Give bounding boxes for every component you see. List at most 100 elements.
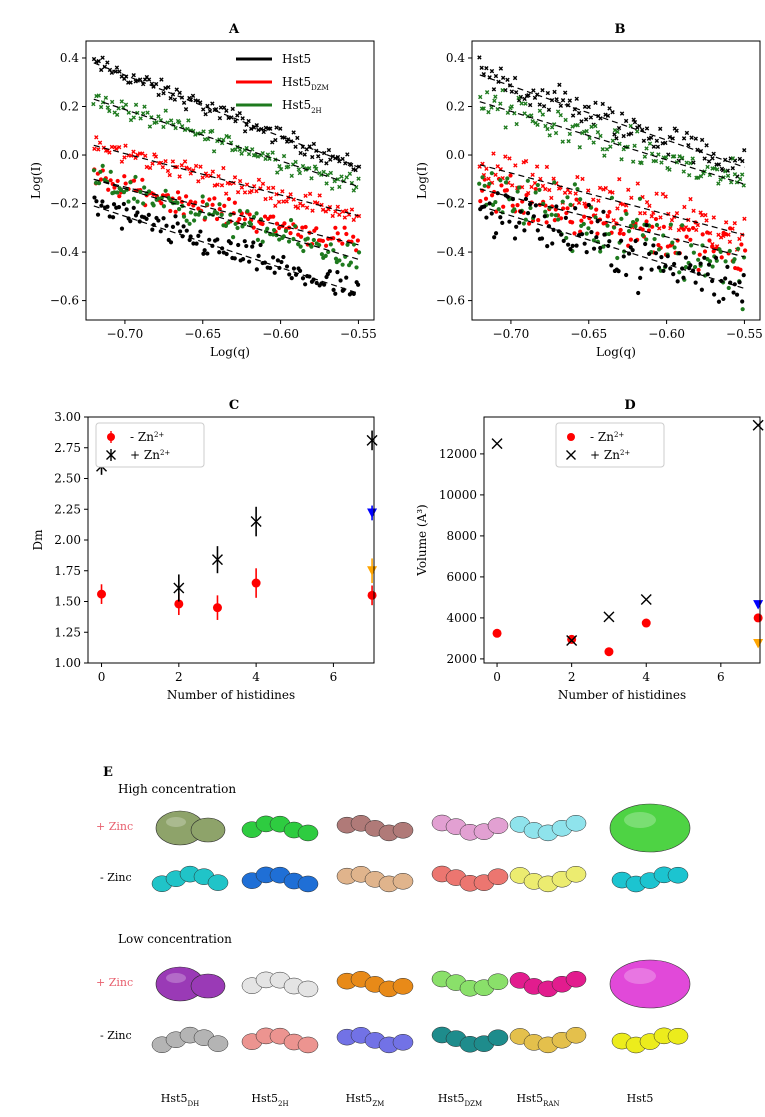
data-point (92, 195, 97, 200)
data-point (567, 98, 573, 103)
x-tick-label: −0.65 (570, 327, 607, 341)
data-point (549, 212, 554, 217)
data-point (639, 160, 644, 166)
data-point (215, 237, 220, 242)
blob-bead (392, 1034, 414, 1051)
data-point (524, 192, 529, 198)
data-point (351, 217, 356, 223)
data-point (522, 111, 527, 116)
data-point (597, 185, 603, 191)
data-point (230, 106, 235, 112)
blob-bead (487, 973, 509, 990)
data-point (718, 249, 723, 254)
data-point (699, 212, 705, 218)
protein-shape (509, 865, 587, 893)
data-point (297, 268, 303, 273)
data-point (584, 128, 589, 134)
data-point (367, 508, 378, 518)
data-point (587, 135, 592, 141)
protein-shape (151, 865, 229, 892)
data-point (297, 170, 303, 176)
data-point (716, 181, 721, 186)
data-point (582, 104, 588, 109)
data-point (302, 152, 307, 157)
data-point (276, 199, 282, 205)
data-point (532, 95, 538, 100)
data-point (232, 200, 237, 205)
data-point (516, 95, 521, 101)
panel-e-label: E (103, 765, 113, 780)
data-point (305, 236, 310, 241)
data-point (681, 136, 687, 141)
data-point (210, 169, 216, 174)
data-point (270, 150, 275, 155)
data-point (630, 159, 636, 164)
data-point (311, 237, 316, 243)
data-point (642, 210, 647, 216)
data-point (753, 600, 764, 610)
data-point (707, 238, 712, 243)
data-point (344, 231, 349, 237)
data-point (523, 217, 528, 222)
data-point (254, 188, 259, 194)
data-point (330, 213, 335, 219)
y-tick-label: 2.00 (54, 533, 81, 547)
data-point (156, 196, 161, 201)
data-point (356, 282, 361, 287)
data-point (133, 102, 139, 107)
data-point (698, 261, 703, 266)
data-point (723, 276, 728, 281)
data-point (739, 172, 745, 177)
data-point (333, 256, 339, 261)
data-point (215, 211, 220, 216)
fit-line (479, 74, 745, 168)
data-point (649, 267, 654, 272)
data-point (680, 223, 685, 228)
data-point (141, 201, 146, 206)
data-point (684, 160, 689, 165)
blob-bead (565, 1026, 587, 1044)
data-point (165, 120, 170, 125)
blob-bead (565, 814, 587, 832)
data-point (619, 238, 624, 243)
data-point (246, 118, 251, 124)
data-point (637, 196, 643, 201)
data-point (168, 198, 173, 203)
data-point (278, 167, 284, 172)
y-tick-label: 0.4 (446, 51, 465, 65)
blob-bead (207, 1035, 229, 1052)
data-point (100, 100, 106, 105)
data-point (596, 198, 601, 203)
data-point (300, 203, 306, 208)
data-point (244, 145, 249, 151)
data-point (288, 218, 294, 223)
data-point (481, 106, 486, 111)
data-point (246, 151, 252, 157)
data-point (304, 205, 310, 210)
legend-marker (106, 450, 116, 460)
y-tick-label: −0.4 (50, 245, 80, 259)
data-point (562, 90, 568, 95)
x-tick-label: 0 (98, 670, 106, 684)
data-point (98, 169, 103, 174)
data-point (177, 207, 182, 212)
data-point (681, 227, 686, 232)
data-point (605, 113, 611, 119)
data-point (263, 156, 268, 162)
data-point (223, 191, 229, 196)
data-point (247, 259, 252, 264)
data-point (337, 184, 342, 190)
data-point (262, 214, 268, 219)
legend-box (555, 422, 665, 468)
data-point (575, 123, 580, 128)
protein-shape (336, 866, 414, 893)
data-point (193, 163, 199, 169)
data-point (320, 238, 326, 244)
y-tick-label: 0.2 (446, 100, 465, 114)
data-point (577, 145, 582, 150)
data-point (356, 164, 362, 169)
data-point (131, 149, 136, 154)
data-point (229, 115, 234, 120)
data-point (128, 80, 133, 85)
variant-label: Hst5DH (161, 1092, 199, 1108)
